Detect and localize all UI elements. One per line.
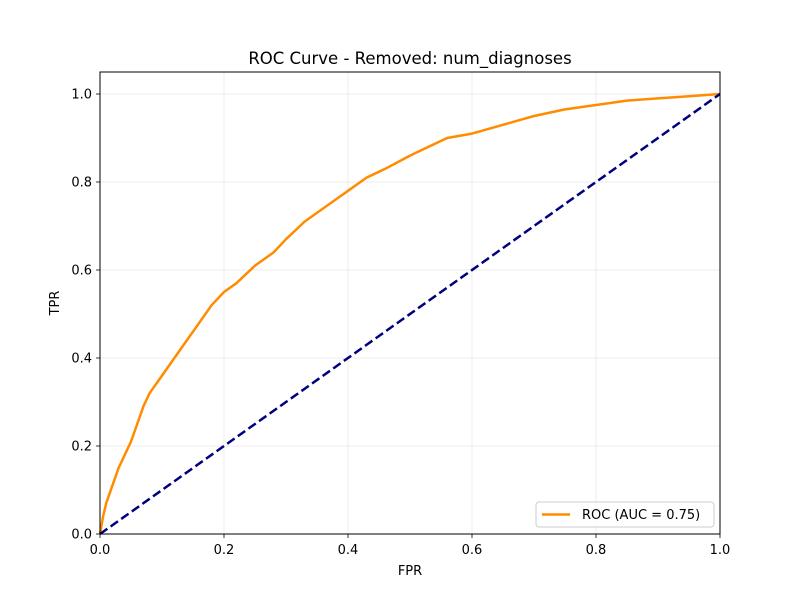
x-tick-label-1: 0.2 bbox=[214, 543, 235, 558]
x-tick-label-4: 0.8 bbox=[586, 543, 607, 558]
chance-diagonal-line bbox=[99, 92, 721, 536]
y-tick-label-4: 0.8 bbox=[71, 176, 92, 191]
y-tick-label-5: 1.0 bbox=[71, 88, 92, 103]
legend-label-roc: ROC (AUC = 0.75) bbox=[582, 508, 700, 523]
y-tick-label-1: 0.2 bbox=[71, 440, 92, 455]
x-tick-label-2: 0.4 bbox=[338, 543, 359, 558]
x-tick-label-0: 0.0 bbox=[90, 543, 111, 558]
y-tick-label-3: 0.6 bbox=[71, 264, 92, 279]
tick-layer: 0.0 0.2 0.4 0.6 0.8 1.0 0.0 0.2 0.4 0.6 0.8 1.0 bbox=[71, 88, 730, 559]
chart-title: ROC Curve - Removed: num_diagnoses bbox=[248, 49, 571, 69]
x-tick-label-5: 1.0 bbox=[710, 543, 731, 558]
y-tick-label-0: 0.0 bbox=[71, 528, 92, 543]
roc-curve-line bbox=[98, 92, 721, 535]
plot-frame bbox=[99, 71, 721, 535]
x-tick-label-3: 0.6 bbox=[462, 543, 483, 558]
grid-layer bbox=[99, 72, 721, 535]
legend-box bbox=[535, 501, 715, 528]
series-layer bbox=[98, 92, 721, 536]
y-axis-label: TPR bbox=[48, 291, 63, 317]
legend: ROC (AUC = 0.75) bbox=[535, 501, 715, 528]
x-axis-label: FPR bbox=[398, 564, 422, 579]
y-tick-label-2: 0.4 bbox=[71, 352, 92, 367]
